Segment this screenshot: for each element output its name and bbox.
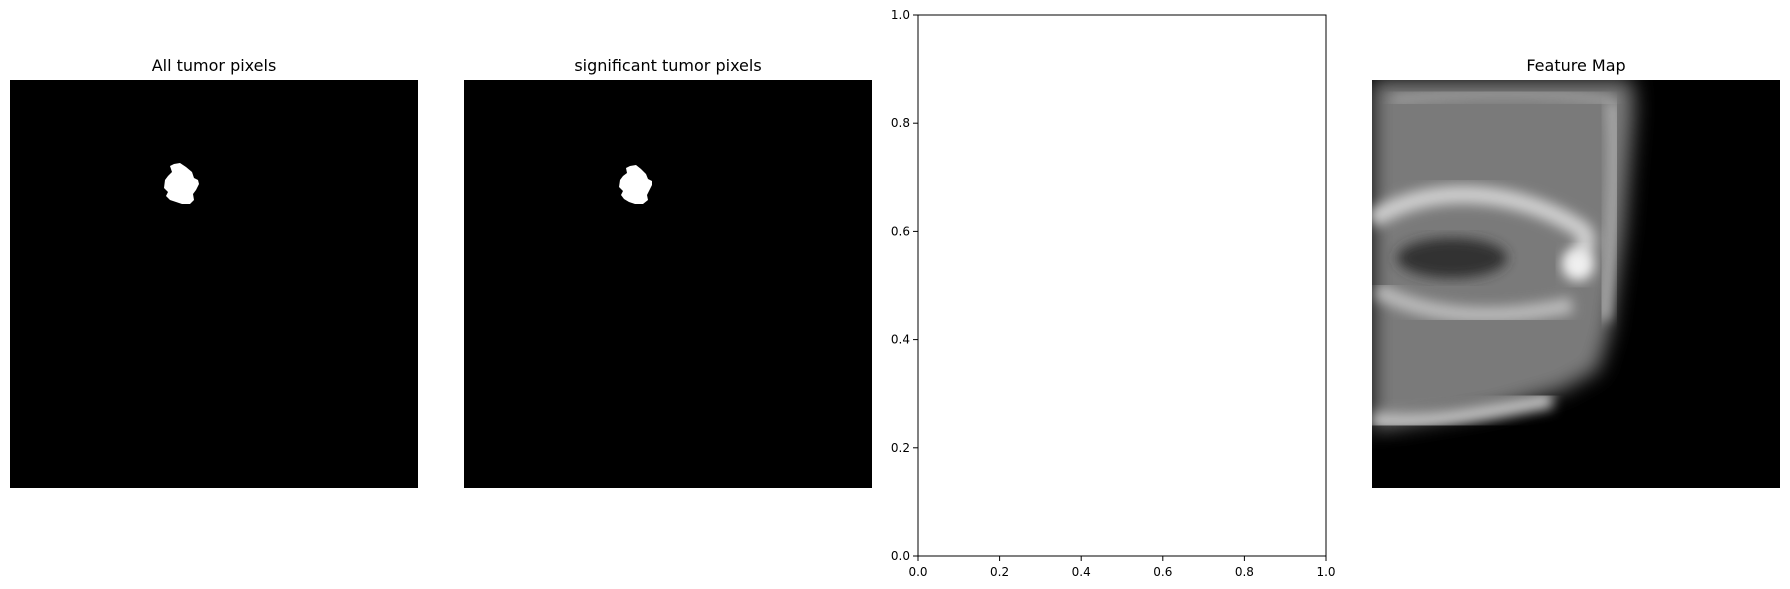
tumor-mask-image [10,80,418,488]
panel-title-significant-tumor-pixels: significant tumor pixels [574,56,762,75]
axes-frame [917,14,1327,557]
x-axis: 0.0 0.2 0.4 0.6 0.8 1.0 [908,556,1336,579]
x-tick-label: 1.0 [1316,565,1335,579]
x-tick-label: 0.6 [1153,565,1172,579]
empty-axes: 0.0 0.2 0.4 0.6 0.8 1.0 0.0 0.2 0.4 0.6 0.8 1.0 [891,8,1336,579]
y-tick-label: 0.4 [891,333,910,347]
y-tick-label: 1.0 [891,8,910,22]
significant-tumor-blob [619,165,652,204]
y-tick-label: 0.2 [891,441,910,455]
significant-mask-image [464,80,872,488]
x-tick-label: 0.8 [1235,565,1254,579]
x-tick-label: 0.4 [1072,565,1091,579]
panel-title-feature-map: Feature Map [1526,56,1626,75]
feature-map-image [1372,80,1780,488]
feature-map-activation [1372,80,1780,488]
x-tick-label: 0.2 [990,565,1009,579]
panel-title-all-tumor-pixels: All tumor pixels [151,56,277,75]
y-tick-label: 0.8 [891,116,910,130]
y-tick-label: 0.0 [891,549,910,563]
y-tick-label: 0.6 [891,224,910,238]
x-tick-label: 0.0 [908,565,927,579]
y-axis: 0.0 0.2 0.4 0.6 0.8 1.0 [891,8,918,563]
tumor-blob [164,163,199,204]
